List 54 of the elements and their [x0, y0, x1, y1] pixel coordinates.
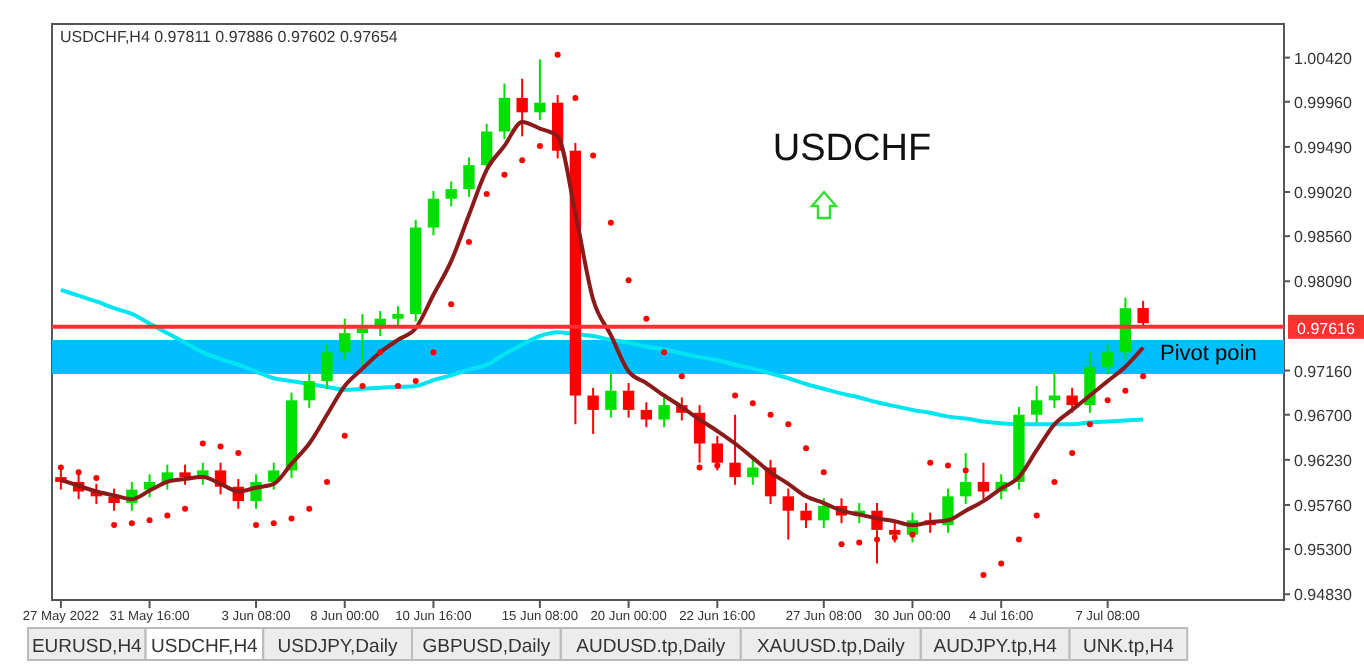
y-tick-label: 0.95760: [1294, 496, 1353, 515]
y-tick-label: 0.97160: [1294, 362, 1353, 381]
candlestick: [587, 386, 599, 435]
ref-line-label: 0.97616: [1297, 319, 1357, 338]
candlestick: [498, 82, 511, 141]
candlestick: [445, 180, 457, 208]
line-series: [58, 287, 1146, 427]
y-tick-label: 1.00420: [1294, 49, 1353, 68]
y-tick-label: 0.95300: [1294, 541, 1353, 560]
candlestick: [392, 305, 404, 328]
candlestick: [711, 434, 723, 472]
candlestick: [321, 343, 333, 390]
candlestick: [622, 382, 635, 419]
text: UNK.tp,H4: [1082, 636, 1174, 658]
y-tick-label: 0.96230: [1294, 451, 1353, 470]
candlestick: [303, 372, 315, 409]
candlestick: [1137, 299, 1149, 330]
y-tick-label: 0.98090: [1294, 273, 1353, 292]
candlestick: [729, 413, 741, 486]
chart-subtitle: USDCHF,H4 0.97811 0.97886 0.97602 0.97654: [60, 28, 399, 46]
y-tick-label: 0.96700: [1294, 406, 1353, 425]
text: AUDJPY.tp,H4: [933, 636, 1057, 658]
y-tick-label: 0.94830: [1294, 586, 1353, 605]
y-tick-label: 0.99020: [1294, 184, 1353, 202]
candlestick: [463, 156, 475, 198]
candlestick: [782, 487, 794, 541]
candlestick: [427, 190, 440, 237]
text: USDJPY,Daily: [277, 636, 399, 658]
band-label: Pivot poin: [1160, 341, 1257, 366]
candlestick: [640, 401, 653, 429]
candlestick: [179, 463, 191, 486]
candlestick: [1031, 384, 1043, 424]
candlestick: [977, 461, 990, 501]
candlestick: [1066, 386, 1078, 414]
candlestick: [800, 502, 812, 529]
text: USDCHF: [772, 128, 932, 170]
text: USDCHF,H4: [151, 636, 258, 658]
candlestick: [534, 58, 546, 121]
text: GBPUSD,Daily: [422, 636, 551, 658]
candlestick: [889, 521, 901, 544]
text: EURUSD,H4: [31, 636, 142, 658]
candlestick: [747, 458, 759, 486]
y-tick-label: 0.99490: [1294, 138, 1353, 157]
text: AUDUSD.tp,Daily: [576, 636, 726, 658]
candlestick: [818, 497, 830, 529]
candlestick: [516, 77, 528, 138]
y-tick-label: 0.98560: [1294, 228, 1353, 247]
candlestick: [605, 370, 617, 419]
candlestick: [960, 452, 972, 505]
y-tick-label: 0.99960: [1294, 93, 1353, 112]
candlestick: [658, 396, 670, 429]
text: XAUUSD.tp,Daily: [756, 636, 906, 658]
candlestick: [1101, 343, 1114, 376]
candlestick: [339, 317, 351, 361]
